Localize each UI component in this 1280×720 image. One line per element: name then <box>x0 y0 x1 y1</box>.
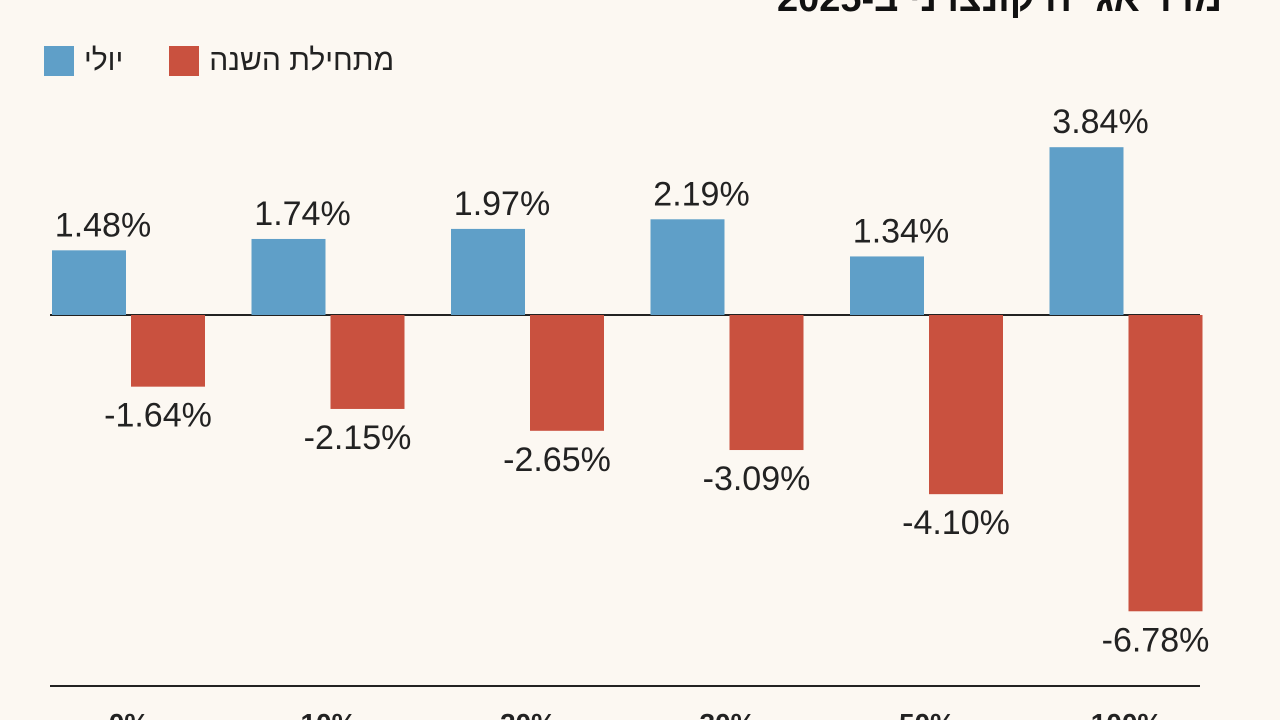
data-label-ytd-2: -2.65% <box>503 441 611 479</box>
legend-item-july: יולי <box>44 44 123 78</box>
bar-ytd-0 <box>131 315 205 387</box>
data-label-july-4: 1.34% <box>853 212 949 250</box>
bar-july-5 <box>1049 147 1124 315</box>
data-label-july-2: 1.97% <box>454 185 550 223</box>
legend-label-july: יולי <box>84 44 124 77</box>
data-label-ytd-0: -1.64% <box>104 397 212 435</box>
x-tick-label-5: 100% <box>1091 708 1163 720</box>
bar-ytd-1 <box>330 315 405 409</box>
legend-swatch-july <box>44 46 74 76</box>
bar-july-0 <box>52 250 126 315</box>
x-tick-label-2: 20% <box>500 708 556 720</box>
x-tick-label-3: 30% <box>699 708 755 720</box>
bar-july-1 <box>251 238 326 315</box>
data-label-july-0: 1.48% <box>55 206 151 244</box>
x-tick-label-1: 10% <box>300 708 356 720</box>
bar-july-4 <box>850 256 924 315</box>
legend-swatch-ytd <box>169 46 200 76</box>
chart-title: מדד אג״ח קונצרני ב-2025 <box>777 0 1222 21</box>
x-tick-label-4: 50% <box>899 708 955 720</box>
data-label-july-5: 3.84% <box>1052 103 1148 141</box>
bar-july-2 <box>451 228 525 315</box>
legend: יולי מתחילת השנה <box>44 44 394 78</box>
bar-ytd-5 <box>1128 315 1203 612</box>
bar-july-3 <box>650 219 725 315</box>
bar-ytd-4 <box>929 315 1003 495</box>
data-label-july-1: 1.74% <box>254 195 350 233</box>
data-label-ytd-1: -2.15% <box>304 419 412 457</box>
data-label-july-3: 2.19% <box>653 175 749 213</box>
x-tick-label-0: 0% <box>109 708 150 720</box>
data-label-ytd-3: -3.09% <box>703 460 811 498</box>
data-label-ytd-4: -4.10% <box>902 504 1010 542</box>
bar-ytd-3 <box>729 315 804 451</box>
bar-ytd-2 <box>530 315 604 431</box>
legend-label-ytd: מתחילת השנה <box>209 44 395 77</box>
data-label-ytd-5: -6.78% <box>1102 621 1210 659</box>
legend-item-ytd: מתחילת השנה <box>169 44 394 78</box>
